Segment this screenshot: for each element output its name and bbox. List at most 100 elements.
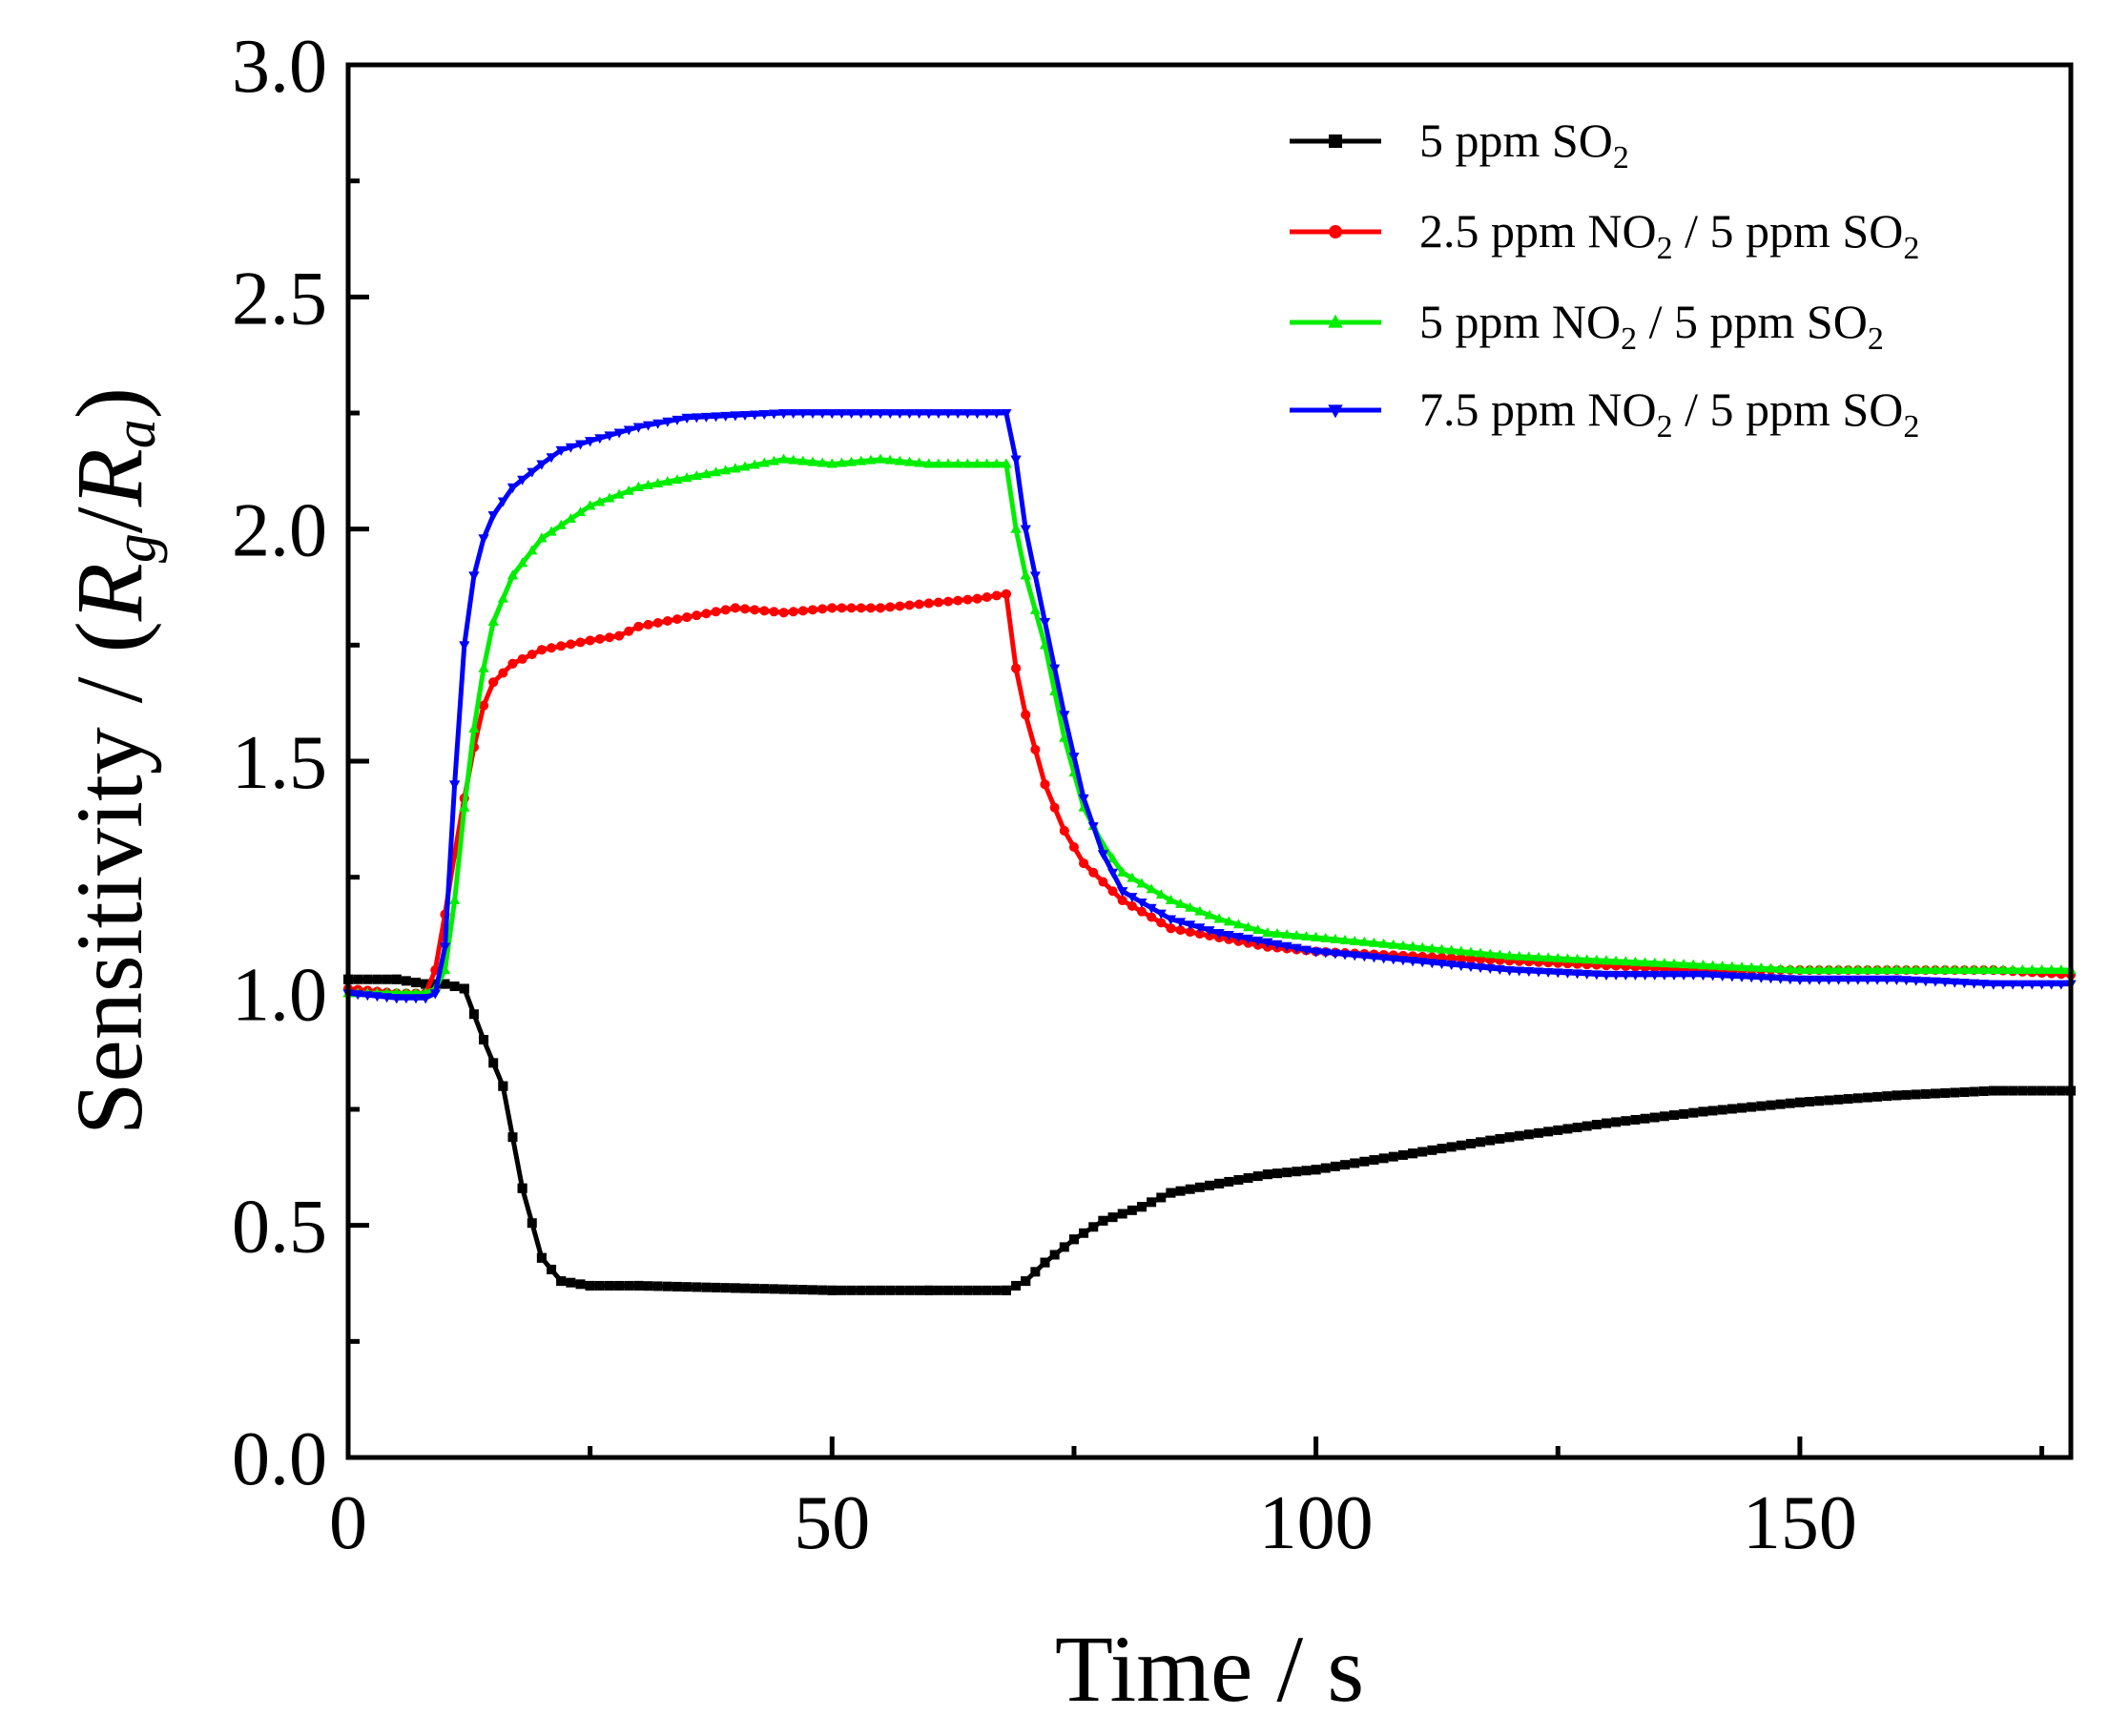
series-marker bbox=[575, 637, 586, 648]
series-marker bbox=[1416, 958, 1428, 968]
series-marker bbox=[711, 607, 721, 617]
series-marker bbox=[1881, 975, 1892, 985]
series-marker bbox=[1388, 955, 1399, 965]
legend-label-text: / 5 ppm SO bbox=[1673, 382, 1904, 436]
series-marker bbox=[382, 993, 393, 1003]
series-marker bbox=[750, 605, 760, 615]
series-marker bbox=[1620, 970, 1631, 981]
series-marker bbox=[1969, 979, 1980, 989]
series-marker bbox=[1098, 877, 1108, 887]
series-marker bbox=[1736, 972, 1747, 982]
data-point bbox=[1891, 964, 1902, 974]
series-marker bbox=[362, 991, 373, 1002]
series-marker bbox=[566, 1277, 576, 1288]
data-point bbox=[1794, 1097, 1805, 1107]
series-marker bbox=[1542, 967, 1554, 978]
data-point bbox=[536, 645, 547, 655]
series-marker bbox=[1378, 954, 1390, 964]
data-point bbox=[1165, 915, 1176, 925]
data-point bbox=[459, 641, 470, 651]
data-point bbox=[1068, 1234, 1079, 1245]
series-marker bbox=[1824, 1095, 1834, 1106]
data-point bbox=[827, 603, 837, 613]
series-marker bbox=[1678, 970, 1689, 981]
data-point bbox=[1213, 913, 1225, 923]
series-marker bbox=[517, 557, 528, 568]
data-point bbox=[1794, 964, 1806, 974]
series-marker bbox=[817, 457, 828, 467]
series-marker bbox=[1175, 925, 1186, 936]
series-marker bbox=[1369, 1155, 1379, 1166]
series-marker bbox=[1437, 960, 1448, 970]
series-marker bbox=[1127, 872, 1138, 882]
series-marker bbox=[643, 479, 654, 489]
data-point bbox=[1117, 896, 1127, 905]
series-marker bbox=[1939, 964, 1951, 974]
series-marker bbox=[1456, 961, 1467, 972]
y-axis-title-rg: R bbox=[56, 563, 162, 622]
series-marker bbox=[982, 458, 993, 468]
data-point bbox=[507, 658, 518, 669]
series-marker bbox=[952, 409, 963, 419]
series-marker bbox=[1882, 1091, 1892, 1102]
series-marker bbox=[1659, 958, 1670, 968]
series-marker bbox=[807, 456, 818, 466]
data-point bbox=[536, 460, 548, 470]
series-marker bbox=[1349, 935, 1360, 945]
series-marker bbox=[401, 994, 412, 1004]
series-marker bbox=[652, 1281, 663, 1292]
series-marker bbox=[566, 639, 576, 650]
data-point bbox=[1988, 964, 1999, 974]
series-marker bbox=[604, 1280, 614, 1291]
data-point bbox=[420, 994, 431, 1004]
data-point bbox=[391, 974, 402, 984]
series-marker bbox=[1687, 959, 1699, 969]
series-marker bbox=[1533, 951, 1544, 961]
data-point bbox=[585, 1280, 595, 1291]
legend-label: 7.5 ppm NO2 / 5 ppm SO2 bbox=[1419, 382, 1919, 444]
series-marker bbox=[1814, 1096, 1825, 1106]
series-marker bbox=[682, 1282, 693, 1292]
data-point bbox=[536, 532, 548, 543]
series-marker bbox=[1426, 959, 1437, 969]
series-marker bbox=[2026, 964, 2037, 974]
series-marker bbox=[1194, 923, 1206, 934]
data-point bbox=[421, 979, 431, 989]
data-point bbox=[459, 983, 469, 994]
series-marker bbox=[1185, 927, 1195, 938]
data-point bbox=[1040, 618, 1051, 628]
series-marker bbox=[720, 411, 732, 422]
series-marker bbox=[2046, 980, 2057, 990]
data-point bbox=[1892, 1090, 1902, 1101]
series-marker bbox=[1465, 946, 1477, 957]
series-marker bbox=[952, 458, 963, 468]
data-point bbox=[730, 411, 741, 422]
data-point bbox=[730, 463, 741, 473]
series-marker bbox=[856, 455, 867, 465]
series-marker bbox=[497, 592, 508, 603]
legend-marker bbox=[1328, 314, 1343, 328]
series-marker bbox=[943, 1285, 954, 1295]
series-marker bbox=[1368, 953, 1379, 963]
series-marker bbox=[1775, 1099, 1786, 1109]
series-marker bbox=[1088, 1222, 1099, 1232]
series-marker bbox=[1358, 952, 1370, 962]
series-marker bbox=[1446, 961, 1458, 971]
legend-label-subscript: 2 bbox=[1868, 321, 1884, 357]
series-marker bbox=[1958, 979, 1970, 989]
data-point bbox=[1262, 927, 1273, 938]
series-marker bbox=[2037, 964, 2048, 974]
series-marker bbox=[808, 605, 818, 615]
data-point bbox=[479, 1035, 489, 1044]
series-marker bbox=[1426, 942, 1437, 953]
series-marker bbox=[691, 413, 702, 424]
series-marker bbox=[1852, 1093, 1863, 1104]
series-marker bbox=[382, 974, 392, 984]
series-marker bbox=[1823, 964, 1834, 974]
data-point bbox=[1262, 938, 1273, 948]
series-marker bbox=[972, 1285, 982, 1295]
series-marker bbox=[594, 633, 605, 644]
series-marker bbox=[894, 409, 905, 419]
data-point bbox=[1601, 970, 1612, 981]
series-marker bbox=[1629, 956, 1641, 966]
